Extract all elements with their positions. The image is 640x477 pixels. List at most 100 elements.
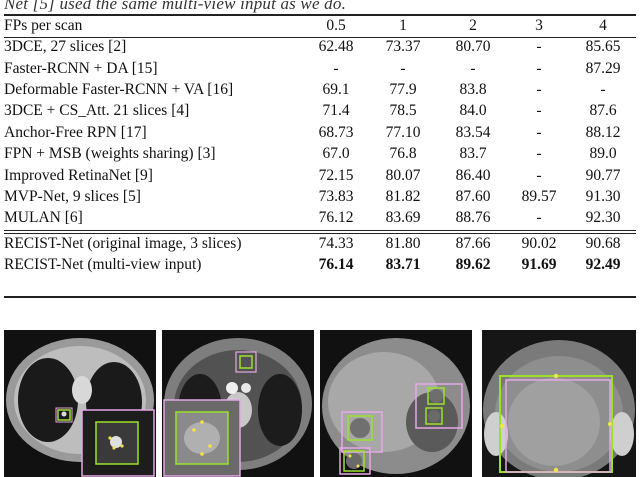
metric-value: - [536, 123, 542, 141]
table-row: Anchor-Free RPN [17] 68.73 77.10 83.54 - 88.1… [4, 122, 636, 143]
metric-value: 62.48 [318, 38, 354, 56]
metric-value: 81.80 [385, 234, 421, 252]
metric-value: 77.10 [385, 123, 421, 141]
method-name: 3DCE, 27 slices [2] [4, 38, 127, 56]
metric-value: - [536, 80, 542, 98]
header-label: FPs per scan [4, 16, 83, 34]
method-name: RECIST-Net (multi-view input) [4, 256, 202, 274]
ct-image-liver [320, 330, 472, 477]
table-row-ours: RECIST-Net (original image, 3 slices) 74.… [4, 231, 636, 254]
metric-value: 76.12 [318, 209, 354, 227]
metric-value: 85.65 [585, 38, 621, 56]
metric-value: 91.30 [585, 187, 621, 205]
method-name: MULAN [6] [4, 209, 83, 227]
figure-row [0, 322, 640, 477]
metric-value: 87.6 [589, 102, 617, 120]
table-row: Faster-RCNN + DA [15] - - - - 87.29 [4, 57, 636, 78]
method-name: FPN + MSB (weights sharing) [3] [4, 145, 216, 163]
metric-value: 83.71 [385, 256, 421, 274]
method-name: Faster-RCNN + DA [15] [4, 59, 158, 77]
metric-value: 77.9 [389, 80, 417, 98]
metric-value: 83.69 [385, 209, 421, 227]
metric-value: 80.07 [385, 166, 421, 184]
table-mid-rule-2 [4, 233, 636, 234]
metric-value: 68.73 [318, 123, 354, 141]
table-row: MVP-Net, 9 slices [5] 73.83 81.82 87.60 89.5… [4, 186, 636, 207]
metric-value: 83.54 [455, 123, 491, 141]
metric-value: - [600, 80, 606, 98]
table-row: 3DCE + CS_Att. 21 slices [4] 71.4 78.5 84.0… [4, 100, 636, 121]
metric-value: - [536, 145, 542, 163]
metric-value: - [536, 59, 542, 77]
header-col: 4 [599, 16, 607, 34]
metric-value: 80.70 [455, 38, 491, 56]
table-top-rule [4, 14, 636, 16]
ct-panel-mediastinum [162, 330, 314, 477]
metric-value: 90.02 [521, 234, 557, 252]
metric-value: 87.29 [585, 59, 621, 77]
header-col: 1 [399, 16, 407, 34]
metric-value: 81.82 [385, 187, 421, 205]
metric-value: 88.76 [455, 209, 491, 227]
table-header-rule [4, 37, 636, 38]
ct-panel-lung [4, 330, 156, 477]
method-name: Deformable Faster-RCNN + VA [16] [4, 80, 234, 98]
metric-value: 92.30 [585, 209, 621, 227]
metric-value: - [333, 59, 339, 77]
metric-value: - [536, 38, 542, 56]
metric-value: 87.66 [455, 234, 491, 252]
method-name: 3DCE + CS_Att. 21 slices [4] [4, 102, 190, 120]
table-row: Improved RetinaNet [9] 72.15 80.07 86.40 - 90… [4, 164, 636, 185]
method-name: RECIST-Net (original image, 3 slices) [4, 234, 242, 252]
method-name: MVP-Net, 9 slices [5] [4, 187, 141, 205]
metric-value: - [400, 59, 406, 77]
metric-value: 72.15 [318, 166, 354, 184]
results-table: FPs per scan 0.5 1 2 3 4 3DCE, 27 slices… [4, 14, 636, 275]
table-row: Deformable Faster-RCNN + VA [16] 69.1 77.9… [4, 79, 636, 100]
ct-panel-pelvis [482, 330, 636, 477]
metric-value: 83.7 [459, 145, 487, 163]
metric-value: 84.0 [459, 102, 487, 120]
table-header-row: FPs per scan 0.5 1 2 3 4 [4, 14, 636, 36]
ct-image-mediastinum [162, 330, 314, 477]
metric-value: 76.14 [318, 256, 354, 274]
table-row: 3DCE, 27 slices [2] 62.48 73.37 80.70 - 85.65 [4, 36, 636, 57]
table-bottom-rule [4, 296, 636, 298]
table-row-ours: RECIST-Net (multi-view input) 76.14 83.71 8… [4, 254, 636, 275]
method-name: Anchor-Free RPN [17] [4, 123, 147, 141]
metric-value: 83.8 [459, 80, 487, 98]
ct-panel-liver [320, 330, 472, 477]
metric-value: 89.62 [455, 256, 491, 274]
metric-value: 90.68 [585, 234, 621, 252]
metric-value: 88.12 [585, 123, 621, 141]
metric-value: 86.40 [455, 166, 491, 184]
metric-value: 89.0 [589, 145, 617, 163]
metric-value: 90.77 [585, 166, 621, 184]
table-mid-rule [4, 230, 636, 231]
metric-value: 78.5 [389, 102, 417, 120]
header-col: 0.5 [326, 16, 346, 34]
metric-value: 73.83 [318, 187, 354, 205]
metric-value: 71.4 [322, 102, 350, 120]
metric-value: - [536, 102, 542, 120]
metric-value: - [470, 59, 476, 77]
metric-value: 92.49 [585, 256, 621, 274]
metric-value: 87.60 [455, 187, 491, 205]
metric-value: 69.1 [322, 80, 350, 98]
header-col: 3 [535, 16, 543, 34]
metric-value: 91.69 [521, 256, 557, 274]
metric-value: 67.0 [322, 145, 350, 163]
header-col: 2 [469, 16, 477, 34]
table-row: FPN + MSB (weights sharing) [3] 67.0 76.8 8… [4, 143, 636, 164]
table-row: MULAN [6] 76.12 83.69 88.76 - 92.30 [4, 207, 636, 230]
metric-value: 73.37 [385, 38, 421, 56]
metric-value: 89.57 [521, 187, 557, 205]
metric-value: - [536, 166, 542, 184]
ct-image-lung [4, 330, 156, 477]
metric-value: - [536, 209, 542, 227]
metric-value: 76.8 [389, 145, 417, 163]
method-name: Improved RetinaNet [9] [4, 166, 153, 184]
ct-image-pelvis [482, 330, 636, 477]
caption-fragment: Net [5] used the same multi-view input a… [4, 0, 347, 13]
metric-value: 74.33 [318, 234, 354, 252]
